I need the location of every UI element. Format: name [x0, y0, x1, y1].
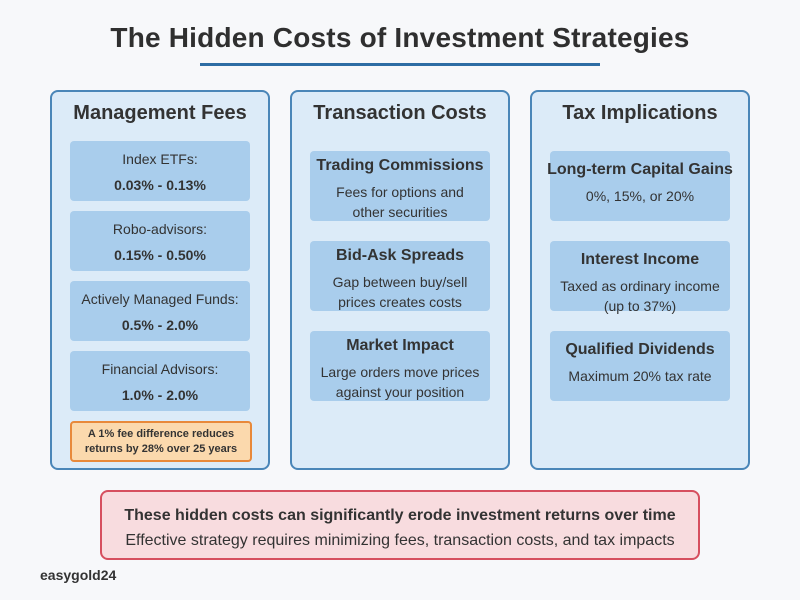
fee-box-robo-advisors: Robo-advisors: 0.15% - 0.50%	[70, 211, 250, 271]
tax-implications-panel: Tax Implications Long-term Capital Gains…	[530, 90, 750, 470]
transaction-costs-title: Transaction Costs	[313, 102, 487, 124]
summary-subtext: Effective strategy requires minimizing f…	[125, 532, 675, 549]
desc-line: Large orders move prices	[320, 364, 480, 380]
desc-line: prices creates costs	[338, 294, 462, 310]
interest-income-box: Interest Income Taxed as ordinary income…	[550, 241, 730, 314]
qualified-dividends-box: Qualified Dividends Maximum 20% tax rate	[550, 331, 730, 401]
fee-box-financial-advisors: Financial Advisors: 1.0% - 2.0%	[70, 351, 250, 411]
info-desc: Taxed as ordinary income (up to 37%)	[550, 276, 730, 316]
fee-value: 0.5% - 2.0%	[121, 317, 199, 333]
desc-line: Maximum 20% tax rate	[568, 368, 712, 384]
desc-line: (up to 37%)	[603, 298, 677, 314]
fee-box-index-etfs: Index ETFs: 0.03% - 0.13%	[70, 141, 250, 201]
summary-headline: These hidden costs can significantly ero…	[124, 507, 676, 524]
desc-line: 0%, 15%, or 20%	[585, 188, 695, 204]
desc-line: Taxed as ordinary income	[560, 278, 720, 294]
desc-line: Fees for options and	[336, 184, 464, 200]
desc-line: Gap between buy/sell	[332, 274, 468, 290]
fee-label: Actively Managed Funds:	[81, 291, 239, 307]
fee-value: 1.0% - 2.0%	[121, 387, 199, 403]
summary-callout: These hidden costs can significantly ero…	[100, 490, 700, 560]
fee-value: 0.15% - 0.50%	[114, 247, 206, 263]
trading-commissions-box: Trading Commissions Fees for options and…	[310, 151, 490, 221]
long-term-capital-gains-box: Long-term Capital Gains 0%, 15%, or 20%	[547, 151, 733, 221]
fee-label: Index ETFs:	[122, 151, 198, 167]
fee-box-actively-managed-funds: Actively Managed Funds: 0.5% - 2.0%	[70, 281, 250, 341]
page-title: The Hidden Costs of Investment Strategie…	[110, 22, 690, 53]
transaction-costs-panel: Transaction Costs Trading Commissions Fe…	[290, 90, 510, 470]
info-title: Market Impact	[346, 337, 454, 354]
fee-label: Financial Advisors:	[101, 361, 219, 377]
info-desc: Gap between buy/sell prices creates cost…	[310, 272, 490, 312]
title-underline	[200, 63, 600, 66]
desc-line: against your position	[335, 384, 465, 400]
management-fees-title: Management Fees	[73, 102, 247, 124]
fee-impact-note: A 1% fee difference reduces returns by 2…	[70, 421, 252, 462]
desc-line: other securities	[352, 204, 448, 220]
market-impact-box: Market Impact Large orders move prices a…	[310, 331, 490, 401]
fee-value: 0.03% - 0.13%	[114, 177, 206, 193]
fee-label: Robo-advisors:	[112, 221, 208, 237]
info-title: Interest Income	[580, 251, 700, 268]
note-line: returns by 28% over 25 years	[84, 443, 238, 455]
info-desc: Large orders move prices against your po…	[310, 362, 490, 402]
note-line: A 1% fee difference reduces	[87, 428, 235, 440]
info-title: Qualified Dividends	[565, 341, 715, 358]
info-desc: Fees for options and other securities	[310, 182, 490, 222]
info-title: Long-term Capital Gains	[547, 161, 733, 178]
tax-implications-title: Tax Implications	[562, 102, 718, 124]
info-title: Trading Commissions	[316, 157, 484, 174]
management-fees-panel: Management Fees Index ETFs: 0.03% - 0.13…	[50, 90, 270, 470]
info-desc: Maximum 20% tax rate	[550, 366, 730, 386]
bid-ask-spreads-box: Bid-Ask Spreads Gap between buy/sell pri…	[310, 241, 490, 311]
brand-label: easygold24	[40, 567, 117, 583]
info-title: Bid-Ask Spreads	[335, 247, 465, 264]
info-desc: 0%, 15%, or 20%	[550, 186, 730, 206]
